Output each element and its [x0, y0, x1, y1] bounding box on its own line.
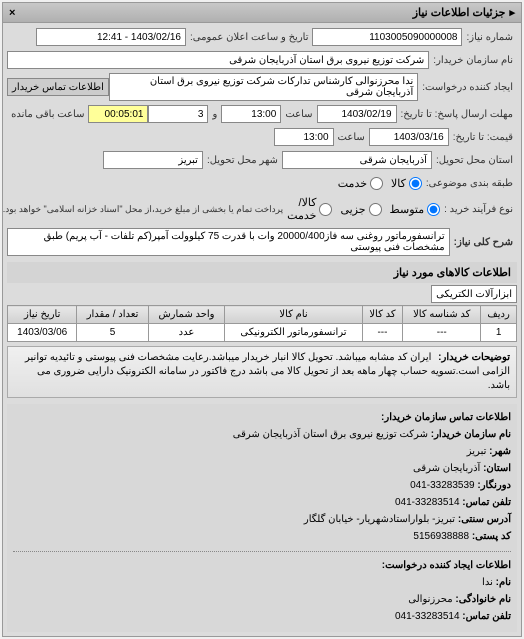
table-row: 1 --- --- ترانسفورماتور الکترونیکی عدد 5… — [8, 324, 517, 342]
label-province: استان محل تحویل: — [432, 155, 517, 166]
c-org: شرکت توزیع نیروی برق استان آذربایجان شرق… — [233, 429, 428, 440]
label-hour1: ساعت — [281, 109, 316, 120]
label-pack: طبقه بندی موضوعی: — [422, 178, 517, 189]
contact-header: اطلاعات تماس سازمان خریدار: — [381, 412, 511, 423]
label-and: و — [208, 109, 221, 120]
close-icon[interactable]: × — [9, 7, 15, 19]
radio-med-input[interactable] — [427, 203, 440, 216]
th-name: نام کالا — [225, 306, 362, 324]
label-proc: نوع فرآیند خرید : — [440, 204, 517, 215]
label-timeleft: ساعت باقی مانده — [7, 109, 88, 120]
label-req-no: شماره نیاز: — [462, 32, 517, 43]
th-code: کد شناسه کالا — [403, 306, 481, 324]
th-qty: تعداد / مقدار — [77, 306, 148, 324]
goods-title: اطلاعات کالاهای مورد نیاز — [7, 262, 517, 283]
panel-body: شماره نیاز: 1103005090000008 تاریخ و ساع… — [3, 23, 521, 636]
field-resp-date: 1403/02/19 — [317, 105, 397, 123]
c-city: تبریز — [467, 446, 487, 457]
td-0: 1 — [481, 324, 517, 342]
contact-section: اطلاعات تماس سازمان خریدار: نام سازمان خ… — [7, 404, 517, 632]
field-announce: 1403/02/16 - 12:41 — [36, 28, 186, 46]
label-creator: ایجاد کننده درخواست: — [418, 82, 517, 93]
field-resp-hour: 13:00 — [221, 105, 281, 123]
proc-radios: متوسط جزیی کالا/خدمت — [287, 196, 440, 222]
td-3: ترانسفورماتور الکترونیکی — [225, 324, 362, 342]
field-subject: ترانسفورماتور روغنی سه فاز20000/400 وات … — [7, 228, 450, 256]
radio-minor[interactable]: جزیی — [340, 203, 381, 216]
field-req-no: 1103005090000008 — [312, 28, 462, 46]
th-date: تاریخ نیاز — [8, 306, 77, 324]
desc-label: توضیحات خریدار: — [438, 352, 510, 363]
th-row: ردیف — [481, 306, 517, 324]
c-phone2: 33283514-041 — [395, 611, 460, 622]
panel-title: جزئیات اطلاعات نیاز — [413, 6, 506, 19]
c-postal: 5156938888 — [413, 531, 469, 542]
c-family: محرزنوالی — [408, 594, 452, 605]
td-1: --- — [403, 324, 481, 342]
field-creator: ندا محرزنوالی کارشناس تدارکات شرکت توزیع… — [109, 73, 418, 101]
desc-box: توضیحات خریدار: ایران کد مشابه میباشد. ت… — [7, 346, 517, 398]
radio-med[interactable]: متوسط — [390, 203, 441, 216]
info-icon: ▸ — [509, 6, 515, 19]
group-title: ابزارآلات الکتریکی — [431, 285, 517, 303]
table-header-row: ردیف کد شناسه کالا کد کالا نام کالا واحد… — [8, 306, 517, 324]
radio-kala-input[interactable] — [409, 177, 422, 190]
proc-note: پرداخت تمام یا بخشی از مبلغ خرید،از محل … — [0, 204, 287, 215]
field-timeleft: 00:05:01 — [88, 105, 148, 123]
label-valid: قیمت: تا تاریخ: — [449, 132, 517, 143]
th-unit: واحد شمارش — [148, 306, 225, 324]
label-hour2: ساعت — [334, 132, 369, 143]
c-addr: تبریز- بلواراستادشهریار- خیابان گلگار — [304, 514, 455, 525]
panel-header: ▸ جزئیات اطلاعات نیاز × — [3, 3, 521, 23]
radio-goods-input[interactable] — [319, 203, 332, 216]
td-5: 5 — [77, 324, 148, 342]
radio-minor-input[interactable] — [369, 203, 382, 216]
label-resp: مهلت ارسال پاسخ: تا تاریخ: — [397, 109, 517, 120]
label-announce: تاریخ و ساعت اعلان عمومی: — [186, 32, 313, 43]
creator-header: اطلاعات ایجاد کننده درخواست: — [382, 560, 511, 571]
c-prov: آذربایجان شرقی — [413, 463, 480, 474]
label-subject: شرح کلی نیاز: — [450, 237, 517, 248]
packaging-radios: کالا خدمت — [338, 177, 422, 190]
c-name: ندا — [482, 577, 493, 588]
td-6: 1403/03/06 — [8, 324, 77, 342]
radio-khedmat-input[interactable] — [370, 177, 383, 190]
field-province: آذربایجان شرقی — [282, 151, 432, 169]
c-phone: 33283514-041 — [395, 497, 460, 508]
radio-kala[interactable]: کالا — [391, 177, 422, 190]
th-kala-code: کد کالا — [362, 306, 402, 324]
td-2: --- — [362, 324, 402, 342]
field-valid-hour: 13:00 — [274, 128, 334, 146]
label-city: شهر محل تحویل: — [203, 155, 282, 166]
field-valid-date: 1403/03/16 — [369, 128, 449, 146]
divider — [13, 551, 511, 552]
c-fax: 33283539-041 — [410, 480, 475, 491]
details-panel: ▸ جزئیات اطلاعات نیاز × شماره نیاز: 1103… — [2, 2, 522, 637]
goods-table: ردیف کد شناسه کالا کد کالا نام کالا واحد… — [7, 305, 517, 342]
field-days: 3 — [148, 105, 208, 123]
radio-khedmat[interactable]: خدمت — [338, 177, 383, 190]
contact-button[interactable]: اطلاعات تماس خریدار — [7, 78, 109, 96]
field-buyer: شرکت توزیع نیروی برق استان آذربایجان شرق… — [7, 51, 429, 69]
label-buyer: نام سازمان خریدار: — [429, 55, 517, 66]
field-city: تبریز — [103, 151, 203, 169]
td-4: عدد — [148, 324, 225, 342]
radio-goods[interactable]: کالا/خدمت — [287, 196, 332, 222]
